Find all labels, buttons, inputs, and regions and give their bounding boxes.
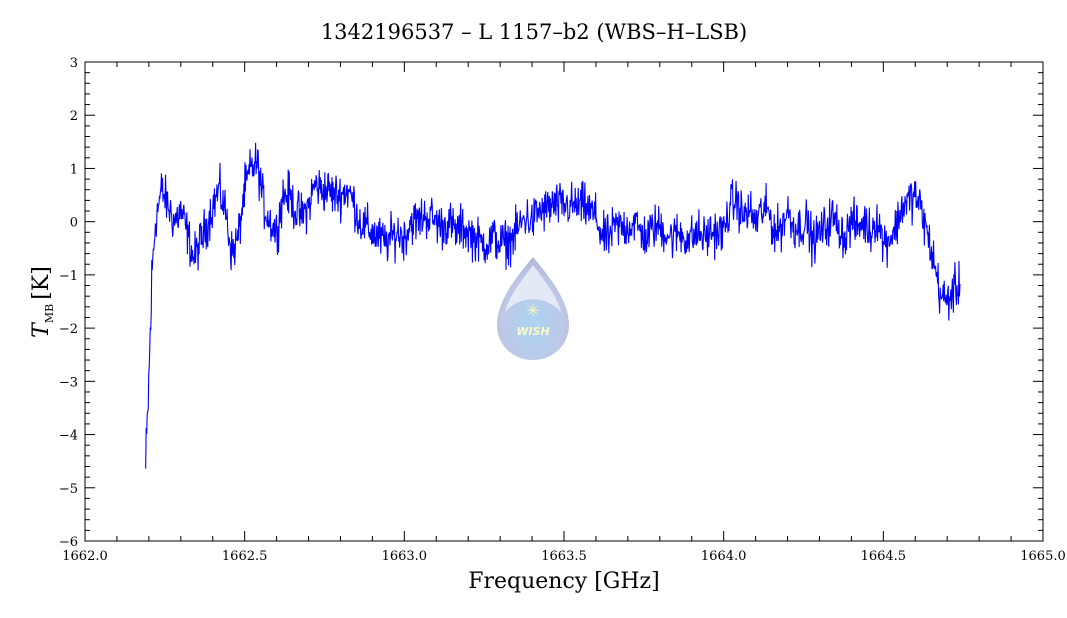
y-axis-unit: [K] (29, 266, 54, 300)
y-tick-labels: 3 2 1 0 −1 −2 −3 −4 −5 −6 (59, 56, 78, 550)
axis-ticks (84, 61, 1044, 542)
x-axis-label: Frequency [GHz] (468, 569, 660, 594)
x-tick-label: 1663.5 (541, 549, 587, 564)
y-tick-label: −1 (59, 269, 78, 284)
svg-text:TMB[K]: TMB [K] (29, 266, 56, 338)
x-tick-label: 1664.0 (701, 549, 747, 564)
y-tick-label: −2 (59, 322, 78, 337)
y-tick-label: −5 (59, 482, 78, 497)
x-tick-label: 1664.5 (861, 549, 907, 564)
y-tick-label: −6 (59, 535, 78, 550)
x-tick-label: 1662.0 (62, 549, 108, 564)
y-axis-subscript: MB (43, 304, 56, 323)
x-tick-label: 1663.0 (382, 549, 428, 564)
y-axis-label: TMB [K] (29, 266, 56, 338)
x-tick-label: 1662.5 (222, 549, 268, 564)
wish-logo-watermark: ✳ WISH (497, 257, 569, 360)
y-tick-label: 1 (70, 162, 78, 177)
y-tick-label: −4 (59, 429, 78, 444)
star-icon: ✳ (526, 301, 539, 320)
spectrum-series (145, 142, 961, 469)
spectrum-line (145, 142, 961, 469)
y-tick-label: 0 (70, 216, 78, 231)
chart-title: 1342196537 – L 1157–b2 (WBS–H–LSB) (321, 20, 747, 44)
x-tick-labels: 1662.0 1662.5 1663.0 1663.5 1664.0 1664.5 1665… (62, 549, 1066, 564)
y-tick-label: −3 (59, 375, 78, 390)
plot-frame (84, 61, 1044, 542)
y-axis-symbol: T (29, 321, 54, 338)
x-tick-label: 1665.0 (1020, 549, 1066, 564)
y-tick-label: 3 (70, 56, 78, 71)
svg-text:WISH: WISH (516, 325, 549, 338)
y-tick-label: 2 (70, 109, 78, 124)
